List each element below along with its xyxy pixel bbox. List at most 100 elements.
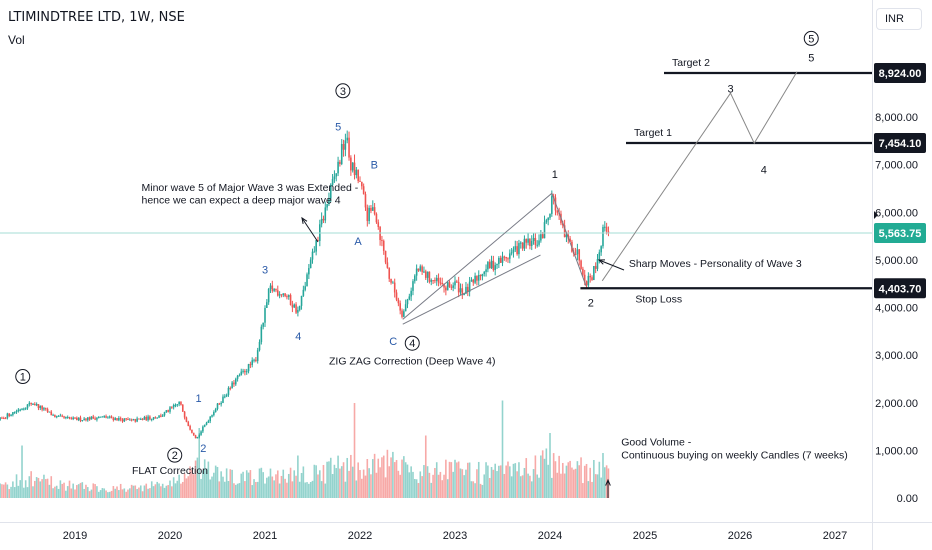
candle-body [426,271,429,278]
volume-bar [450,462,453,498]
candle-body [516,246,518,255]
volume-bar [99,490,102,498]
volume-bar [364,475,367,498]
candle-body [127,419,129,421]
volume-bar [154,484,157,498]
volume-bar [602,453,604,498]
candle-body [37,404,40,409]
arrow-head [597,259,606,265]
candle-body [147,416,149,421]
volume-bar [138,487,140,498]
volume-bar [456,462,458,498]
volume-bar [395,460,398,498]
volume-bar [266,477,268,498]
volume-bar [322,464,325,498]
candle-body [490,260,493,269]
candle-body [191,429,193,433]
candle-body [344,140,347,150]
candle-body [280,294,283,296]
volume-bar [457,461,460,498]
volume-bar [267,476,270,498]
candle-body [10,414,12,416]
volume-bar [21,445,23,498]
volume-bar [426,466,429,498]
annotation-text: ZIG ZAG Correction (Deep Wave 4) [329,356,496,368]
candle-body [415,268,418,276]
candle-body [450,286,453,288]
volume-bar [507,461,509,498]
candle-body [77,417,80,421]
volume-bar [251,485,254,498]
candle-body [35,404,38,406]
candle-body [234,378,237,385]
volume-bar [72,483,74,498]
candle-body [118,418,120,421]
volume-bar [180,483,182,498]
candle-body [242,370,244,372]
volume-bar [174,483,177,498]
volume-bar [446,479,449,498]
volume-bar [249,470,252,498]
candle-body [145,416,148,421]
x-tick-label: 2021 [253,530,277,542]
price-label-bg [874,278,926,299]
wave-label: 5 [808,33,814,45]
volume-bar [545,448,548,498]
candle-body [397,299,400,304]
volume-bar [510,476,513,498]
volume-bar [521,475,524,498]
candle-body [329,184,332,199]
volume-bar [424,435,427,498]
volume-bar [167,485,169,498]
volume-bar [196,457,199,498]
candle-body [96,418,98,420]
volume-bar [271,476,274,498]
volume-bar [600,477,602,498]
x-tick-label: 2025 [633,530,657,542]
volume-bar [309,482,312,498]
candle-body [202,426,204,432]
volume-bar [393,462,396,498]
candle-body [488,262,491,269]
volume-bar [169,480,171,498]
candle-body [565,234,568,238]
candle-body [443,283,445,288]
volume-bar [116,486,118,498]
candle-body [607,231,610,233]
candle-body [267,289,270,303]
volume-bar [61,483,64,498]
volume-bar [19,480,21,498]
volume-bar [37,477,40,498]
candle-body [180,402,182,405]
candle-body [362,186,365,195]
volume-bar [370,474,372,498]
currency-button[interactable]: INR [876,8,922,30]
candle-body [414,275,416,282]
volume-bar [529,475,531,498]
volume-bar [234,484,237,498]
x-tick-label: 2022 [348,530,372,542]
volume-bar [534,455,537,498]
candle-body [141,418,144,420]
candle-body [509,253,511,259]
candle-body [406,299,409,305]
candle-body [229,387,232,389]
volume-bar [379,467,381,498]
candle-body [174,404,177,406]
volume-bar [499,465,502,498]
candle-body [465,286,467,294]
candle-body [428,271,431,282]
candle-body [213,412,215,416]
volume-bar [536,474,539,498]
candle-body [287,295,290,297]
candle-body [251,360,254,365]
candle-body [326,204,328,208]
candle-body [167,410,169,412]
candle-body [496,264,498,266]
x-tick-label: 2023 [443,530,467,542]
candle-body [110,416,113,419]
candle-body [286,296,288,298]
volume-bar [552,453,555,498]
volume-bar [302,466,305,498]
